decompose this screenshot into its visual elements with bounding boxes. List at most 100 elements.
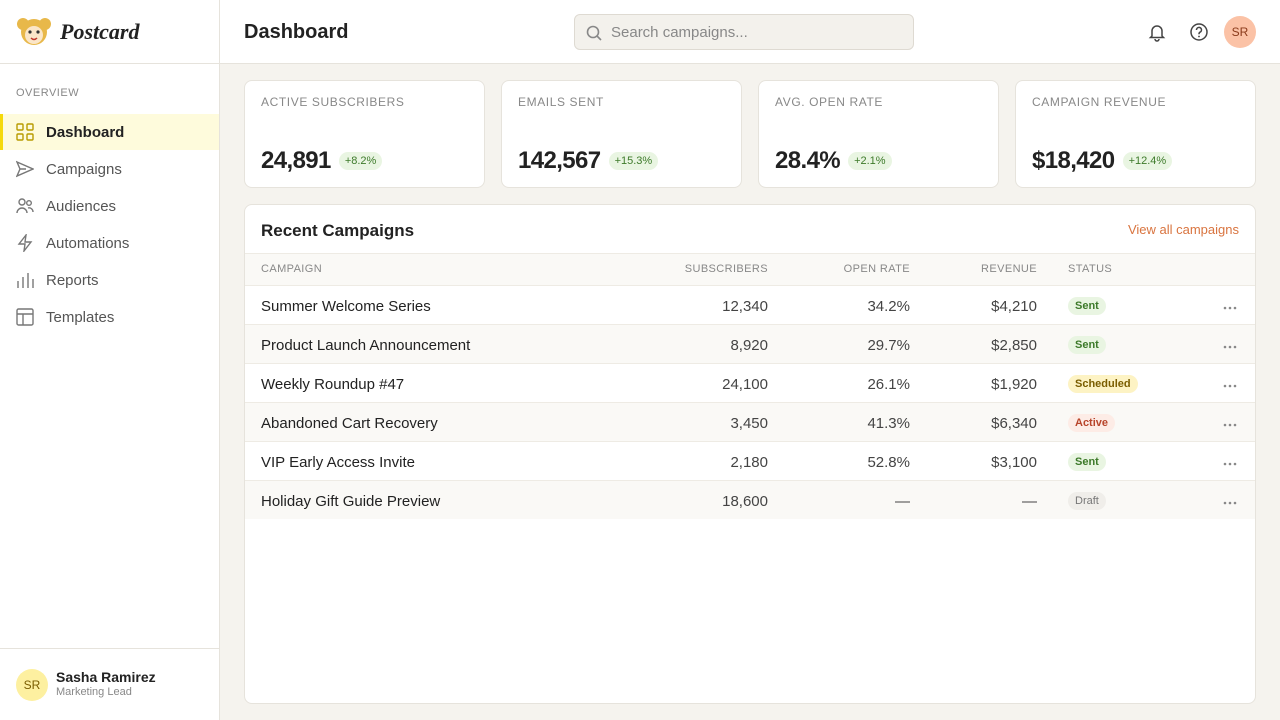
nav-item[interactable]: Campaigns [0, 151, 219, 187]
user-profile[interactable]: SR Sasha Ramirez Marketing Lead [0, 648, 219, 720]
stat-number: 24,891 [261, 147, 331, 174]
table-row[interactable]: Abandoned Cart Recovery 3,450 41.3% $6,340 A… [245, 402, 1255, 441]
nav-item[interactable]: Dashboard [0, 114, 219, 150]
table-row[interactable]: Weekly Roundup #47 24,100 26.1% $1,920 Sched… [245, 363, 1255, 402]
stat-card: AVG. OPEN RATE 28.4% +2.1% [758, 80, 999, 188]
stat-number: 28.4% [775, 147, 841, 174]
stat-value: 24,891 +8.2% [261, 147, 383, 175]
nav-item[interactable]: Reports [0, 262, 219, 298]
stat-number: 142,567 [518, 147, 601, 174]
campaign-name: Product Launch Announcement [261, 337, 471, 354]
help-button[interactable] [1189, 22, 1209, 42]
stat-change: +2.1% [848, 152, 892, 170]
stat-number: $18,420 [1032, 147, 1115, 174]
table-cell: 26.1% [867, 376, 910, 393]
search-box[interactable]: Search campaigns... [574, 14, 914, 50]
column-header: SUBSCRIBERS [684, 263, 768, 275]
table-cell: 18,600 [722, 493, 768, 510]
campaign-name: Abandoned Cart Recovery [261, 415, 438, 432]
table-cell: $3,100 [991, 454, 1037, 471]
table-cell: 52.8% [867, 454, 910, 471]
status-badge: Sent [1068, 297, 1106, 315]
view-all-link[interactable]: View all campaigns [1127, 222, 1239, 237]
table-cell: — [895, 493, 910, 510]
table-cell: $1,920 [991, 376, 1037, 393]
stat-change: +12.4% [1122, 152, 1173, 170]
notifications-button[interactable] [1147, 22, 1167, 42]
table-row[interactable]: Product Launch Announcement 8,920 29.7% $2,… [245, 324, 1255, 363]
nav-item[interactable]: Audiences [0, 188, 219, 224]
more-icon [1223, 501, 1237, 505]
nav-label: Reports [46, 271, 99, 289]
more-icon [1223, 345, 1237, 349]
table-cell: 24,100 [722, 376, 768, 393]
status-badge: Sent [1068, 336, 1106, 354]
row-menu[interactable] [1223, 337, 1239, 355]
search-placeholder: Search campaigns... [611, 24, 748, 41]
nav-icon [16, 198, 34, 214]
stat-label: AVG. OPEN RATE [775, 95, 883, 109]
column-header: REVENUE [981, 263, 1037, 275]
user-name: Sasha Ramirez [56, 669, 156, 685]
nav-item[interactable]: Automations [0, 225, 219, 261]
card-title: Recent Campaigns [261, 221, 415, 240]
user-avatar: SR [16, 669, 48, 701]
stat-card: CAMPAIGN REVENUE $18,420 +12.4% [1015, 80, 1256, 188]
more-icon [1223, 423, 1237, 427]
table-row[interactable]: VIP Early Access Invite 2,180 52.8% $3,100 S… [245, 441, 1255, 480]
nav-item[interactable]: Templates [0, 299, 219, 335]
section-label: OVERVIEW [16, 87, 80, 99]
row-menu[interactable] [1223, 376, 1239, 394]
table-cell: 2,180 [730, 454, 768, 471]
column-header: OPEN RATE [843, 263, 910, 275]
status-badge: Scheduled [1068, 375, 1138, 393]
nav-label: Audiences [46, 197, 117, 215]
status-badge: Sent [1068, 453, 1106, 471]
stat-value: 142,567 +15.3% [518, 147, 659, 175]
table-cell: 8,920 [730, 337, 768, 354]
brand-name: Postcard [60, 18, 140, 44]
stat-card: EMAILS SENT 142,567 +15.3% [501, 80, 742, 188]
stat-change: +15.3% [608, 152, 659, 170]
more-icon [1223, 306, 1237, 310]
nav-label: Templates [46, 308, 115, 326]
row-menu[interactable] [1223, 415, 1239, 433]
page-title: Dashboard [244, 21, 349, 43]
column-header: CAMPAIGN [261, 263, 323, 275]
nav-icon [17, 234, 33, 252]
status-badge: Active [1068, 414, 1116, 432]
header-avatar[interactable]: SR [1224, 16, 1256, 48]
campaign-name: Holiday Gift Guide Preview [261, 493, 441, 510]
sidebar: Postcard OVERVIEW Dashboard Campaigns Audi… [0, 0, 220, 720]
table-cell: 12,340 [722, 298, 768, 315]
campaigns-card: Recent Campaigns View all campaigns CAMP… [244, 204, 1256, 704]
table-cell: $4,210 [991, 298, 1037, 315]
table-cell: — [1022, 493, 1037, 510]
campaign-name: Summer Welcome Series [261, 298, 431, 315]
table-cell: $6,340 [991, 415, 1037, 432]
more-icon [1223, 384, 1237, 388]
nav-icon [16, 160, 34, 178]
nav-label: Campaigns [46, 160, 122, 178]
row-menu[interactable] [1223, 493, 1239, 511]
stat-change: +8.2% [338, 152, 383, 170]
nav-label: Automations [46, 234, 130, 252]
table-cell: 41.3% [867, 415, 910, 432]
table-row[interactable]: Holiday Gift Guide Preview 18,600 — — Draft [245, 480, 1255, 519]
table-header: CAMPAIGN SUBSCRIBERS OPEN RATE REVENUE STATU… [245, 253, 1255, 285]
row-menu[interactable] [1223, 298, 1239, 316]
nav-icon [16, 308, 34, 326]
table-cell: $2,850 [991, 337, 1037, 354]
status-badge: Draft [1068, 492, 1106, 510]
brand[interactable]: Postcard [0, 0, 219, 64]
table-row[interactable]: Summer Welcome Series 12,340 34.2% $4,210 Se… [245, 285, 1255, 324]
stat-label: EMAILS SENT [518, 95, 604, 109]
table-cell: 3,450 [730, 415, 768, 432]
stat-label: CAMPAIGN REVENUE [1032, 95, 1167, 109]
more-icon [1223, 462, 1237, 466]
nav-icon [16, 123, 34, 141]
nav-label: Dashboard [46, 123, 125, 141]
campaign-name: Weekly Roundup #47 [261, 376, 405, 393]
row-menu[interactable] [1223, 454, 1239, 472]
